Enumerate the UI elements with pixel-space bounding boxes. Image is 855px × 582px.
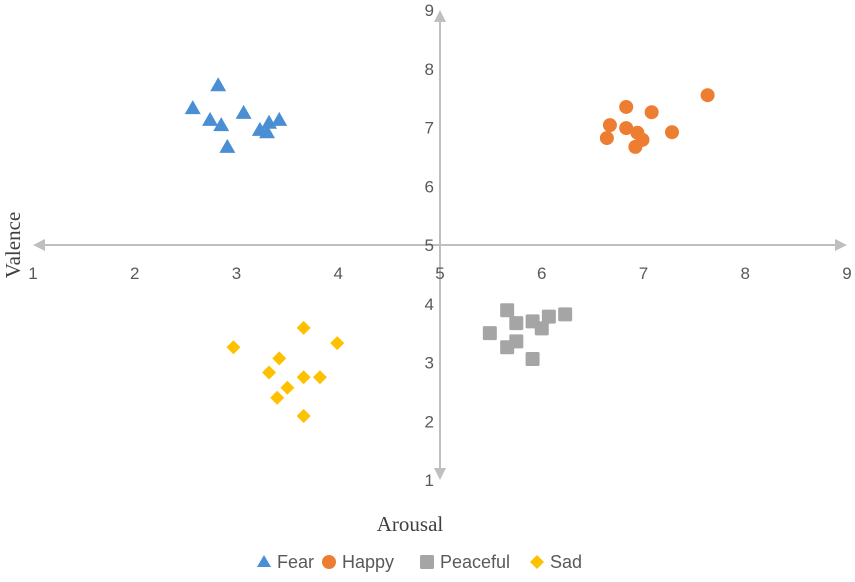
happy-legend-label: Happy bbox=[342, 552, 394, 572]
happy-point bbox=[602, 118, 617, 133]
y-axis-title: Valence bbox=[1, 212, 25, 278]
sad-point bbox=[272, 351, 287, 366]
x-tick-label: 9 bbox=[842, 264, 851, 283]
peaceful-point bbox=[509, 334, 524, 349]
x-tick-label: 8 bbox=[741, 264, 750, 283]
x-axis-left-arrow bbox=[33, 239, 45, 251]
y-tick-label: 2 bbox=[425, 412, 434, 431]
fear-point bbox=[210, 77, 227, 92]
peaceful-point bbox=[558, 307, 573, 322]
happy-point bbox=[619, 99, 634, 114]
y-tick-label: 3 bbox=[425, 354, 434, 373]
axes bbox=[33, 10, 847, 480]
peaceful-point bbox=[534, 321, 549, 336]
x-axis-title: Arousal bbox=[377, 512, 444, 536]
y-tick-label: 9 bbox=[425, 1, 434, 20]
y-tick-label: 4 bbox=[425, 295, 434, 314]
x-tick-label: 7 bbox=[639, 264, 648, 283]
y-tick-label: 7 bbox=[425, 119, 434, 138]
sad-point bbox=[296, 320, 311, 335]
x-tick-label: 4 bbox=[334, 264, 343, 283]
peaceful-point bbox=[482, 326, 497, 341]
peaceful-point bbox=[509, 316, 524, 331]
sad-legend-label: Sad bbox=[550, 552, 582, 572]
happy-point bbox=[664, 125, 679, 140]
happy-legend-marker bbox=[322, 555, 336, 569]
y-tick-label: 6 bbox=[425, 177, 434, 196]
fear-point bbox=[202, 111, 219, 126]
sad-point bbox=[262, 365, 277, 380]
y-tick-label: 5 bbox=[425, 236, 434, 255]
sad-legend-marker bbox=[530, 555, 544, 569]
happy-point bbox=[628, 139, 643, 154]
sad-point bbox=[226, 340, 241, 355]
sad-point bbox=[280, 380, 295, 395]
fear-legend-label: Fear bbox=[277, 552, 314, 572]
legend: Fear Happy Peaceful Sad bbox=[257, 552, 582, 572]
sad-point bbox=[312, 370, 327, 385]
peaceful-point bbox=[500, 303, 515, 318]
y-tick-label: 1 bbox=[425, 471, 434, 490]
happy-point bbox=[619, 121, 634, 136]
fear-legend-marker bbox=[257, 555, 271, 567]
x-axis-right-arrow bbox=[835, 239, 847, 251]
fear-point bbox=[235, 104, 252, 119]
sad-point bbox=[270, 390, 285, 405]
fear-point bbox=[213, 117, 230, 132]
x-tick-label: 2 bbox=[130, 264, 139, 283]
peaceful-point bbox=[541, 309, 556, 324]
peaceful-point bbox=[525, 351, 540, 366]
fear-point bbox=[259, 124, 276, 139]
x-tick-label: 1 bbox=[28, 264, 37, 283]
peaceful-legend-label: Peaceful bbox=[440, 552, 510, 572]
fear-point bbox=[219, 138, 236, 153]
happy-point bbox=[700, 88, 715, 103]
data-points bbox=[184, 77, 715, 423]
x-tick-label: 3 bbox=[232, 264, 241, 283]
x-tick-label: 6 bbox=[537, 264, 546, 283]
peaceful-legend-marker bbox=[420, 555, 434, 569]
happy-point bbox=[599, 131, 614, 146]
y-axis-bottom-arrow bbox=[434, 468, 446, 480]
fear-point bbox=[271, 111, 288, 126]
sad-point bbox=[330, 336, 345, 351]
sad-point bbox=[296, 408, 311, 423]
fear-point bbox=[184, 100, 201, 115]
happy-point bbox=[644, 105, 659, 120]
sad-point bbox=[296, 370, 311, 385]
y-tick-label: 8 bbox=[425, 60, 434, 79]
x-tick-label: 5 bbox=[435, 264, 444, 283]
y-axis-top-arrow bbox=[434, 10, 446, 22]
